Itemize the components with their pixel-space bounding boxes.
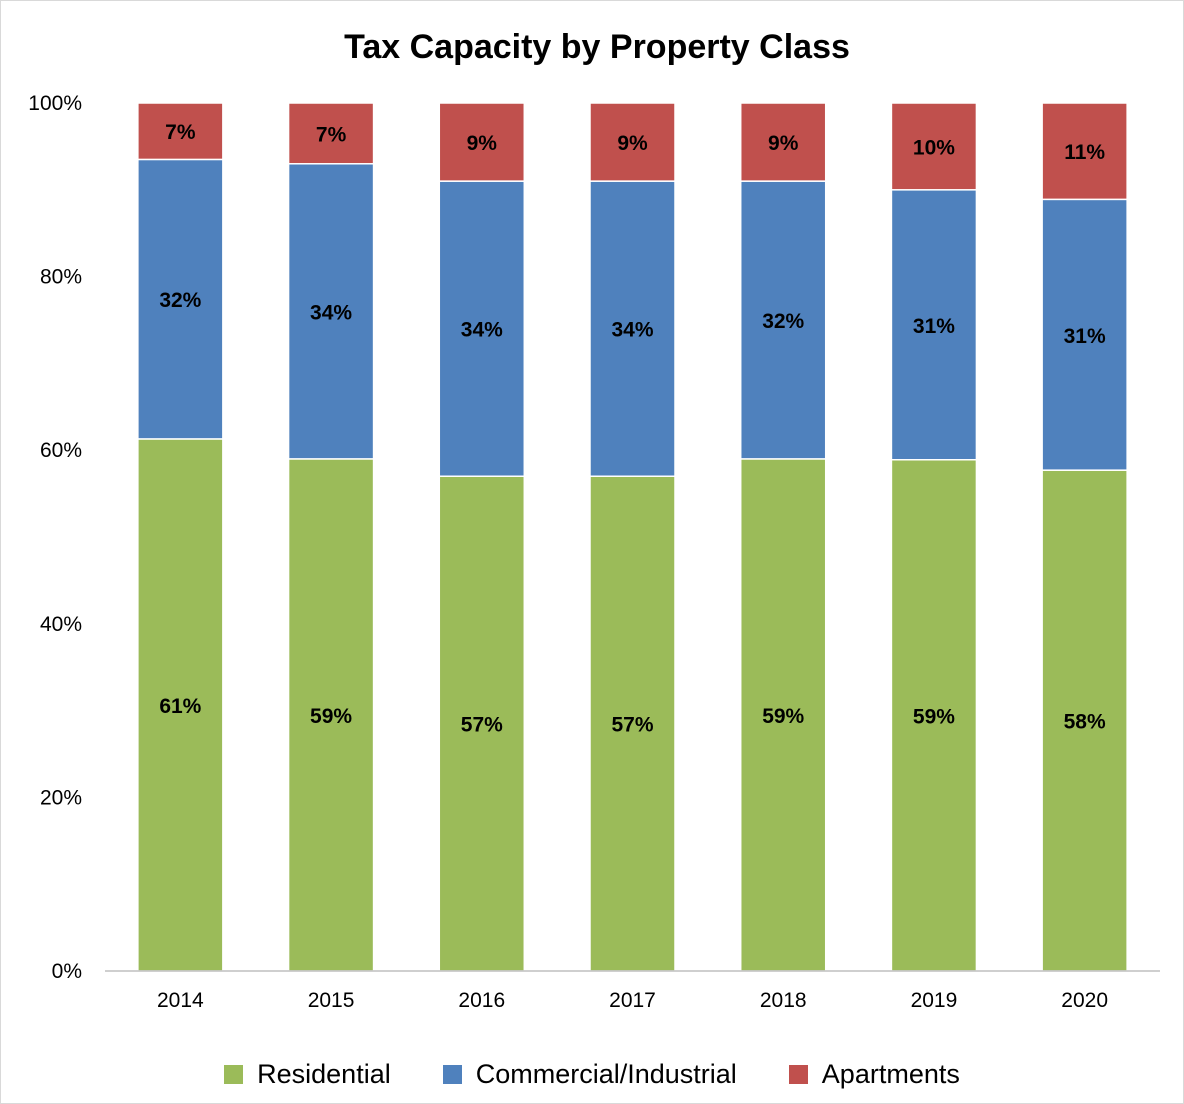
legend-swatch [224, 1064, 244, 1084]
x-tick-label: 2014 [157, 989, 204, 1012]
data-label: 11% [1064, 141, 1105, 164]
data-label: 31% [1064, 325, 1106, 348]
data-label: 7% [165, 121, 196, 144]
y-tick-label: 60% [40, 439, 82, 462]
legend-item: Apartments [788, 1058, 960, 1090]
data-label: 58% [1064, 711, 1106, 734]
x-tick-label: 2019 [911, 989, 958, 1012]
bar-segment-apartments [739, 102, 827, 182]
bar-segment-commercial-industrial [589, 180, 676, 477]
bar-segment-apartments [438, 102, 526, 182]
legend-swatch [788, 1064, 808, 1084]
data-label: 9% [467, 132, 498, 155]
data-label: 32% [762, 310, 804, 333]
data-label: 31% [913, 315, 955, 338]
bar-segment-apartments [890, 102, 978, 191]
stacked-bar-chart: 0% 20% 40% 60% 80% 100% 61% 32% 7% 2014 59% 34% 7% 20… [28, 92, 1160, 1012]
y-tick-label: 100% [28, 92, 82, 115]
legend-label: Residential [257, 1058, 391, 1089]
legend-swatch [442, 1064, 462, 1084]
bar-segment-commercial-industrial [287, 163, 375, 460]
chart-legend: Residential Commercial/Industrial Apartmen… [0, 1054, 1184, 1094]
legend-item: Commercial/Industrial [442, 1058, 737, 1090]
y-tick-label: 20% [40, 786, 82, 809]
bar-segment-residential [438, 475, 526, 972]
data-label: 9% [617, 132, 648, 155]
bar-segment-commercial-industrial [890, 189, 978, 461]
x-tick-label: 2017 [609, 989, 656, 1012]
data-label: 59% [913, 705, 955, 728]
legend-label: Apartments [821, 1058, 960, 1089]
legend-item: Residential [224, 1059, 391, 1090]
data-label: 10% [913, 136, 955, 159]
bar-segment-residential [1041, 469, 1128, 972]
data-label: 34% [461, 319, 503, 342]
data-label: 34% [611, 319, 653, 342]
data-label: 61% [159, 695, 201, 718]
x-tick-label: 2018 [760, 989, 807, 1012]
x-tick-label: 2020 [1061, 989, 1108, 1012]
bar-segment-residential [739, 458, 827, 972]
bar-segment-apartments [137, 102, 224, 161]
y-tick-label: 0% [52, 960, 82, 983]
data-label: 59% [310, 705, 352, 728]
bar-segment-apartments [589, 102, 676, 182]
data-label: 59% [762, 705, 804, 728]
data-label: 57% [461, 714, 503, 737]
data-label: 32% [159, 289, 201, 312]
y-tick-label: 40% [40, 613, 82, 636]
bar-segment-commercial-industrial [739, 180, 827, 460]
y-tick-label: 80% [40, 266, 82, 289]
data-label: 57% [611, 714, 653, 737]
bar-segment-commercial-industrial [137, 158, 224, 440]
data-label: 9% [768, 132, 799, 155]
data-label: 34% [310, 301, 352, 324]
data-label: 7% [316, 123, 347, 146]
bar-segment-commercial-industrial [438, 180, 526, 477]
bar-segment-apartments [1041, 102, 1128, 201]
chart-title: Tax Capacity by Property Class [344, 28, 850, 66]
bar-segment-residential [890, 458, 978, 972]
legend-label: Commercial/Industrial [475, 1058, 737, 1089]
x-tick-label: 2015 [308, 989, 355, 1012]
x-tick-label: 2016 [458, 989, 505, 1012]
bar-segment-apartments [287, 102, 375, 165]
